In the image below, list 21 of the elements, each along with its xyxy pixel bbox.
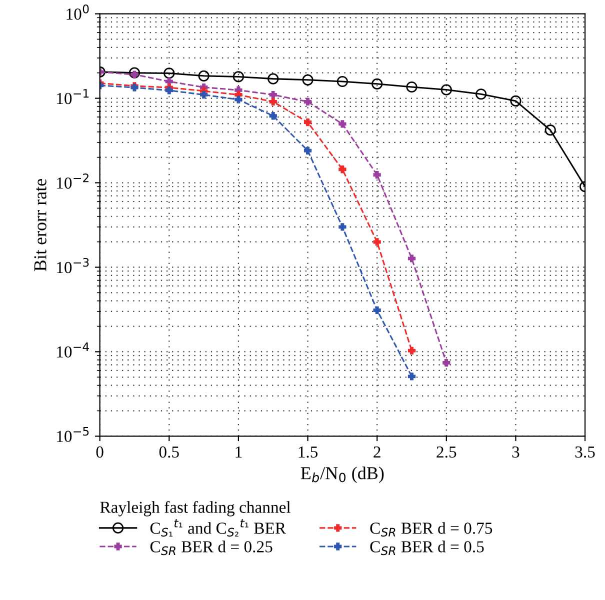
- x-tick-label: 1.5: [298, 446, 318, 458]
- x-tick-label: 3.5: [575, 446, 595, 458]
- x-tick-label: 0.5: [159, 446, 179, 458]
- y-tick-label: 10$^{−1}$: [57, 89, 89, 104]
- x-tick-label: 2.5: [436, 446, 456, 458]
- x-tick-label: 3: [512, 446, 520, 458]
- x-tick-label: 0: [96, 446, 104, 458]
- y-tick-label: 10$^{−4}$: [57, 342, 89, 358]
- y-tick-label: 10$^{0}$: [66, 4, 89, 20]
- legend-label: C$_{SR}$ BER d = 0.75: [370, 522, 492, 537]
- y-tick-label: 10$^{−3}$: [57, 258, 89, 274]
- legend-label: C$_{SR}$ BER d = 0.25: [150, 540, 272, 556]
- x-tick-label: 1: [236, 446, 242, 458]
- legend-label: C$_{SR}$ BER d = 0.5: [370, 540, 484, 556]
- legend-title: Rayleigh fast fading channel: [100, 501, 291, 516]
- legend-label: C$_{S₁}$$^{t₁}$ and C$_{S₂}$$^{t₁}$ BER: [150, 519, 286, 537]
- y-axis-title: Bit erorr rate: [34, 179, 46, 272]
- y-tick-label: 10$^{−5}$: [57, 427, 89, 442]
- y-tick-label: 10$^{−2}$: [57, 173, 88, 189]
- x-axis-title: E$_{b}$/N$_{0}$ (dB): [300, 466, 384, 483]
- x-tick-label: 2: [374, 446, 380, 458]
